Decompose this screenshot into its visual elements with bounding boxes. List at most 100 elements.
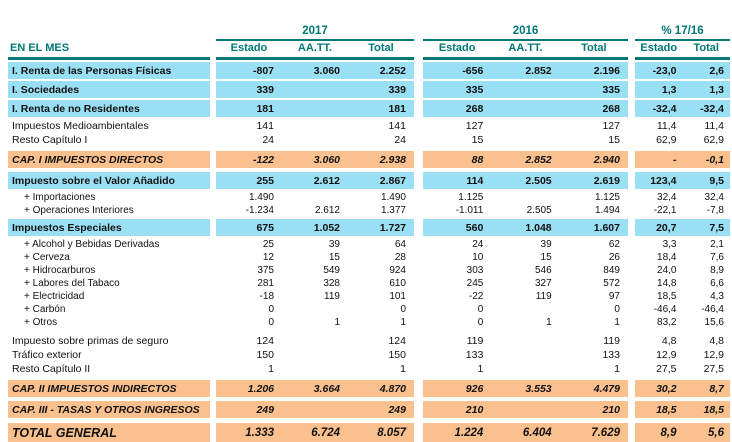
row-label-band: Resto Capítulo I xyxy=(8,133,210,147)
row-values-2016: 88 2.852 2.940 xyxy=(423,151,628,168)
row-label: + Importaciones xyxy=(24,192,96,203)
row-values-2016: -1.011 2.505 1.494 xyxy=(423,204,628,217)
cell-2016-estado: 24 xyxy=(472,239,484,250)
cell-2017-aatt: 328 xyxy=(323,278,340,289)
row-label: I. Renta de las Personas Físicas xyxy=(12,64,172,77)
row-label-band: Resto Capítulo II xyxy=(8,362,210,376)
cell-pct-estado: 20,7 xyxy=(656,221,677,234)
row-values-2017: 0 0 xyxy=(216,303,414,316)
table-row: Impuesto sobre el Valor Añadido 255 2.61… xyxy=(8,172,730,189)
cell-2017-total: 1 xyxy=(400,363,406,375)
column-group-2016: 2016 xyxy=(423,22,628,41)
cell-2016-estado: -656 xyxy=(462,64,484,77)
row-label: Resto Capítulo I xyxy=(12,134,88,146)
cell-2016-total: 97 xyxy=(608,291,620,302)
subheaders-2016: Estado AA.TT. Total xyxy=(423,41,628,60)
table-row: + Operaciones Interiores -1.234 2.612 1.… xyxy=(8,204,726,217)
column-header-2017-estado: Estado xyxy=(230,42,268,54)
row-values-2016: 0 0 xyxy=(423,303,628,316)
table-row: + Carbón 0 0 0 0 -46,4 -46,4 xyxy=(8,303,726,316)
row-values-2016: 560 1.048 1.607 xyxy=(423,219,628,236)
cell-pct-estado: - xyxy=(673,153,677,166)
row-values-2016: 127 127 xyxy=(423,119,628,133)
table-row: CAP. II IMPUESTOS INDIRECTOS 1.206 3.664… xyxy=(8,380,730,397)
cell-pct-estado: 11,4 xyxy=(656,120,677,132)
cell-2017-total: 4.870 xyxy=(379,382,406,395)
cell-pct-total: 8,9 xyxy=(710,265,724,276)
cell-2016-estado: 114 xyxy=(466,174,484,187)
row-values-2017: 12 15 28 xyxy=(216,251,414,264)
cell-2017-estado: 375 xyxy=(257,265,274,276)
row-values-2016: -22 119 97 xyxy=(423,290,628,303)
cell-2017-total: 2.252 xyxy=(379,64,406,77)
row-label: CAP. III - TASAS Y OTROS INGRESOS xyxy=(12,403,200,416)
cell-2017-total: 124 xyxy=(388,335,406,347)
cell-2016-aatt: 39 xyxy=(540,239,552,250)
row-values-2017: 1.490 1.490 xyxy=(216,191,414,204)
row-values-pct: 20,7 7,5 xyxy=(635,219,730,236)
cell-2017-total: 2.867 xyxy=(379,174,406,187)
table-row: Resto Capítulo II 1 1 1 1 27,5 27,5 xyxy=(8,362,726,376)
year-2017-label: 2017 xyxy=(302,25,328,37)
cell-pct-estado: -23,0 xyxy=(652,64,677,77)
row-label: I. Renta de no Residentes xyxy=(12,102,140,115)
cell-pct-estado: 18,5 xyxy=(657,291,677,302)
row-label-band: TOTAL GENERAL xyxy=(8,423,210,442)
row-values-2016: 10 15 26 xyxy=(423,251,628,264)
table-row: Tráfico exterior 150 150 133 133 12,9 12… xyxy=(8,348,726,362)
cell-2016-aatt: 119 xyxy=(535,291,552,302)
row-values-2016: 1.125 1.125 xyxy=(423,191,628,204)
cell-2016-estado: 245 xyxy=(466,278,484,289)
cell-pct-estado: 18,4 xyxy=(657,252,677,263)
row-label-band: + Otros xyxy=(8,316,210,329)
column-header-pct-total: Total xyxy=(693,42,719,54)
cell-pct-total: 2,6 xyxy=(709,64,724,77)
table-row: + Hidrocarburos 375 549 924 303 546 849 … xyxy=(8,264,726,277)
table-row: I. Sociedades 339 339 335 335 1,3 1,3 xyxy=(8,81,730,98)
table-body: I. Renta de las Personas Físicas -807 3.… xyxy=(8,62,730,442)
pct-group-label: % 17/16 xyxy=(661,25,704,37)
cell-2017-total: 924 xyxy=(389,265,406,276)
cell-2016-total: 2.940 xyxy=(593,153,620,166)
row-values-2017: 1.206 3.664 4.870 xyxy=(216,380,414,397)
row-values-pct: - -0,1 xyxy=(635,151,730,168)
cell-2016-estado: 210 xyxy=(465,403,484,416)
row-values-2017: 181 181 xyxy=(216,100,414,117)
cell-2017-total: 1.727 xyxy=(379,221,406,234)
column-header-2016-estado: Estado xyxy=(438,42,476,54)
cell-pct-estado: 12,9 xyxy=(656,349,677,361)
cell-pct-total: 7,6 xyxy=(710,252,724,263)
cell-2016-total: 572 xyxy=(603,278,620,289)
row-label-band: I. Renta de no Residentes xyxy=(8,100,210,117)
cell-pct-total: 8,7 xyxy=(709,382,724,395)
cell-2016-estado: 1.125 xyxy=(458,192,484,203)
cell-2016-total: 7.629 xyxy=(591,426,620,439)
row-label-band: + Carbón xyxy=(8,303,210,316)
cell-pct-total: 15,6 xyxy=(704,317,724,328)
cell-2016-estado: 268 xyxy=(465,102,484,115)
row-values-pct: 32,4 32,4 xyxy=(635,191,730,204)
row-label-band: Impuestos Especiales xyxy=(8,219,210,236)
cell-2016-estado: 15 xyxy=(471,134,484,146)
column-header-pct-estado: Estado xyxy=(640,42,678,54)
row-values-2017: 141 141 xyxy=(216,119,414,133)
cell-2016-estado: 303 xyxy=(466,265,484,276)
row-label-band: I. Sociedades xyxy=(8,81,210,98)
cell-2017-estado: 141 xyxy=(256,120,274,132)
cell-2016-aatt: 3.553 xyxy=(525,382,552,395)
cell-2016-total: 2.619 xyxy=(593,174,620,187)
cell-2016-estado: 1.224 xyxy=(454,426,484,439)
row-values-pct: 3,3 2,1 xyxy=(635,238,730,251)
row-values-pct: 14,8 6,6 xyxy=(635,277,730,290)
cell-2017-aatt: 39 xyxy=(328,239,340,250)
row-label: TOTAL GENERAL xyxy=(12,425,117,440)
row-label: + Otros xyxy=(24,317,58,328)
cell-2017-estado: 1.206 xyxy=(247,382,274,395)
cell-pct-estado: -46,4 xyxy=(653,304,677,315)
cell-2017-aatt: 6.724 xyxy=(311,426,340,439)
cell-pct-estado: 4,8 xyxy=(661,335,677,347)
cell-2016-estado: 560 xyxy=(465,221,484,234)
header-label-spacer xyxy=(8,22,210,41)
cell-2016-estado: -1.011 xyxy=(455,205,484,216)
